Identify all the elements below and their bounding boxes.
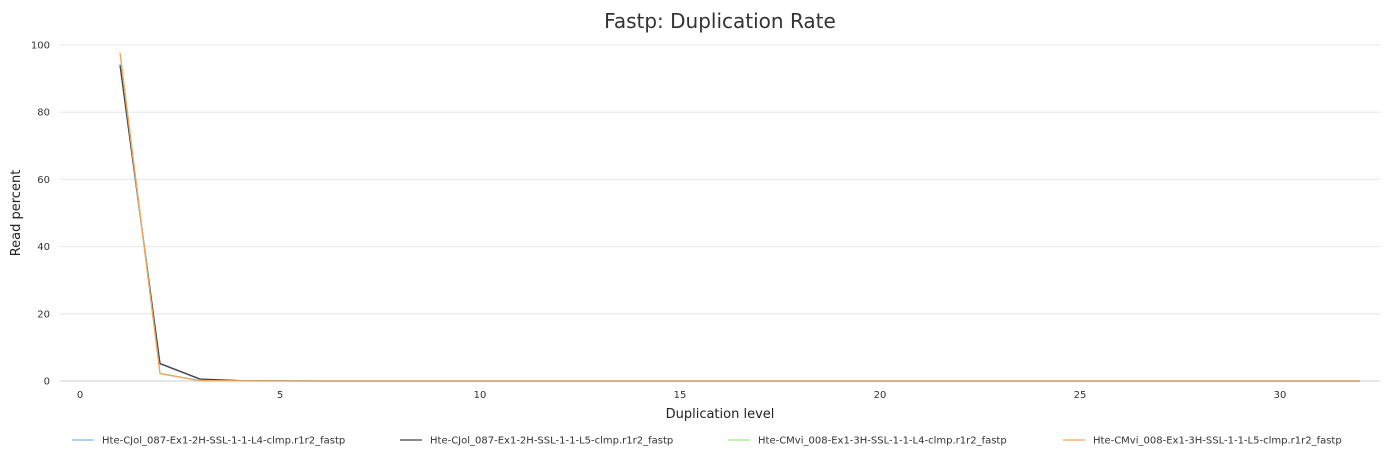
y-tick-label: 0: [44, 377, 50, 388]
x-tick-label: 5: [277, 390, 283, 401]
x-axis-label: Duplication level: [666, 407, 775, 422]
x-tick-label: 15: [674, 390, 687, 401]
legend-label: Hte-CMvi_008-Ex1-3H-SSL-1-1-L4-clmp.r1r2…: [758, 436, 1007, 447]
y-axis-label: Read percent: [9, 170, 24, 257]
x-axis-ticks: 0 5 10 15 20 25 30: [77, 390, 1287, 401]
series-lines: [119, 52, 1360, 382]
legend-label: Hte-CJol_087-Ex1-2H-SSL-1-1-L5-clmp.r1r2…: [430, 436, 673, 447]
y-axis-ticks: 0 20 40 60 80 100: [31, 41, 50, 388]
x-tick-label: 30: [1274, 390, 1287, 401]
x-tick-label: 25: [1074, 390, 1087, 401]
x-tick-label: 20: [874, 390, 887, 401]
y-tick-label: 100: [31, 41, 50, 52]
legend-label: Hte-CMvi_008-Ex1-3H-SSL-1-1-L5-clmp.r1r2…: [1093, 436, 1342, 447]
legend-item-2[interactable]: Hte-CJol_087-Ex1-2H-SSL-1-1-L5-clmp.r1r2…: [400, 436, 673, 447]
legend-label: Hte-CJol_087-Ex1-2H-SSL-1-1-L4-clmp.r1r2…: [102, 436, 345, 447]
y-tick-label: 60: [37, 175, 50, 186]
legend-item-3[interactable]: Hte-CMvi_008-Ex1-3H-SSL-1-1-L4-clmp.r1r2…: [728, 436, 1007, 447]
y-tick-label: 80: [37, 108, 50, 119]
grid-lines: [60, 44, 1380, 315]
legend-item-1[interactable]: Hte-CJol_087-Ex1-2H-SSL-1-1-L4-clmp.r1r2…: [72, 436, 345, 447]
x-tick-label: 10: [474, 390, 487, 401]
y-tick-label: 20: [37, 309, 50, 320]
series-line-3[interactable]: [119, 53, 1360, 382]
series-line-4[interactable]: [119, 52, 1360, 382]
y-tick-label: 40: [37, 242, 50, 253]
legend: Hte-CJol_087-Ex1-2H-SSL-1-1-L4-clmp.r1r2…: [72, 436, 1342, 447]
x-tick-label: 0: [77, 390, 83, 401]
chart-title: Fastp: Duplication Rate: [604, 9, 836, 33]
legend-item-4[interactable]: Hte-CMvi_008-Ex1-3H-SSL-1-1-L5-clmp.r1r2…: [1063, 436, 1342, 447]
